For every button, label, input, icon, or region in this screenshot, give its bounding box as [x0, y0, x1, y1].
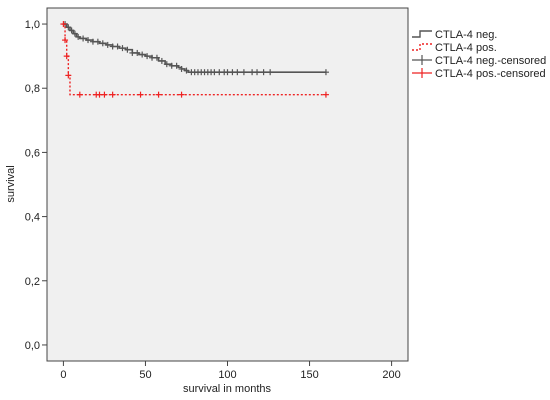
censor-mark: [65, 24, 72, 31]
legend-label: CTLA-4 pos.: [435, 42, 497, 54]
censor-mark: [254, 69, 261, 76]
censor-mark: [144, 53, 151, 60]
legend-item: CTLA-4 pos.-censored: [412, 68, 546, 80]
censor-mark: [94, 38, 101, 45]
censor-mark: [178, 91, 185, 98]
legend-swatch: [412, 43, 432, 51]
censor-mark: [60, 21, 67, 28]
censor-mark: [62, 37, 69, 44]
censor-mark: [158, 57, 165, 64]
censor-mark: [75, 33, 82, 40]
censor-mark: [322, 91, 329, 98]
y-tick-label: 0,8: [25, 83, 40, 95]
x-tick-label: 0: [60, 369, 66, 381]
censor-mark: [114, 43, 121, 50]
legend-label: CTLA-4 pos.-censored: [435, 68, 546, 80]
legend-label: CTLA-4 neg.-censored: [435, 55, 546, 67]
censor-mark: [267, 69, 274, 76]
censor-mark: [153, 54, 160, 61]
censor-mark: [134, 49, 141, 56]
censor-mark: [65, 72, 72, 79]
censor-mark: [240, 69, 247, 76]
axes: 0,0 0,2 0,4 0,6 0,8 1,0 0 50 100 150 200: [25, 19, 401, 381]
censor-mark: [183, 67, 190, 74]
x-tick-label: 150: [300, 369, 318, 381]
legend: CTLA-4 neg.CTLA-4 pos.CTLA-4 neg.-censor…: [412, 29, 546, 80]
censor-mark: [139, 51, 146, 58]
legend-item: CTLA-4 neg.-censored: [412, 55, 546, 67]
censor-mark: [80, 35, 87, 42]
censor-mark: [99, 40, 106, 47]
censor-mark: [137, 91, 144, 98]
censor-mark: [71, 30, 78, 37]
x-tick-label: 200: [382, 369, 400, 381]
censor-mark: [178, 65, 185, 72]
legend-label: CTLA-4 neg.: [435, 29, 497, 41]
x-axis-title: survival in months: [183, 383, 272, 395]
censor-mark: [163, 61, 170, 68]
censor-mark: [119, 45, 126, 52]
censor-mark: [63, 53, 70, 60]
censor-mark: [101, 91, 108, 98]
plot-background: [46, 7, 409, 362]
censor-mark: [104, 41, 111, 48]
censor-mark: [260, 69, 267, 76]
censor-mark: [68, 27, 75, 34]
y-tick-label: 0,6: [25, 147, 40, 159]
legend-item: CTLA-4 pos.: [412, 42, 497, 54]
x-tick-label: 100: [218, 369, 236, 381]
y-tick-label: 0,0: [25, 340, 40, 352]
x-tick-label: 50: [139, 369, 151, 381]
legend-item: CTLA-4 neg.: [412, 29, 497, 41]
censor-mark: [109, 91, 116, 98]
y-tick-label: 0,4: [25, 212, 40, 224]
censor-mark: [76, 91, 83, 98]
censor-mark: [155, 91, 162, 98]
censor-mark: [124, 46, 131, 53]
y-axis-title: survival: [5, 165, 17, 202]
censor-mark: [173, 62, 180, 69]
y-tick-label: 1,0: [25, 19, 40, 31]
legend-swatch: [412, 30, 432, 38]
censor-mark: [322, 69, 329, 76]
censor-mark: [234, 69, 241, 76]
y-tick-label: 0,2: [25, 276, 40, 288]
censor-mark: [85, 37, 92, 44]
series-layer: [60, 21, 329, 98]
